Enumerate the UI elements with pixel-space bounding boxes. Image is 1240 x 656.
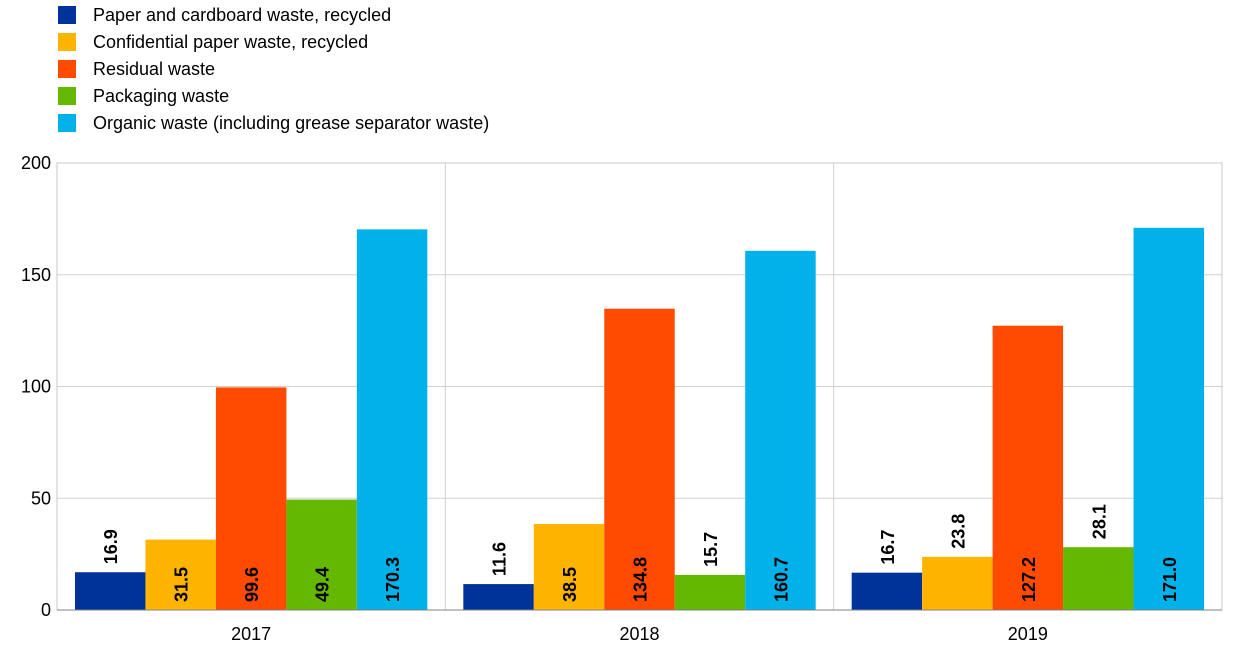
bar xyxy=(745,250,816,610)
legend-swatch xyxy=(58,60,76,78)
legend-label: Organic waste (including grease separato… xyxy=(93,113,489,133)
bar xyxy=(674,574,746,610)
x-tick-label: 2017 xyxy=(231,624,271,644)
y-tick-label: 100 xyxy=(21,377,51,397)
legend-swatch xyxy=(58,33,76,51)
legend-label: Residual waste xyxy=(93,59,215,79)
bar xyxy=(75,572,146,610)
legend-swatch xyxy=(58,114,76,132)
bar xyxy=(145,539,216,610)
legend-swatch xyxy=(58,87,76,105)
data-label: 99.6 xyxy=(242,567,262,602)
data-label: 160.7 xyxy=(771,557,791,602)
bar xyxy=(992,325,1064,610)
bar xyxy=(286,499,357,610)
data-label: 127.2 xyxy=(1019,557,1039,602)
data-label: 38.5 xyxy=(560,567,580,602)
bar xyxy=(356,229,428,610)
data-label: 16.7 xyxy=(878,530,898,565)
bar xyxy=(1133,227,1204,610)
x-tick-label: 2019 xyxy=(1008,624,1048,644)
data-label: 31.5 xyxy=(172,567,192,602)
legend-label: Paper and cardboard waste, recycled xyxy=(93,5,391,25)
data-label: 170.3 xyxy=(383,557,403,602)
data-label: 11.6 xyxy=(490,542,510,576)
bar xyxy=(851,572,923,610)
data-label: 171.0 xyxy=(1160,557,1180,602)
bar xyxy=(922,556,993,610)
y-tick-label: 150 xyxy=(21,265,51,285)
bar xyxy=(463,584,534,610)
legend-label: Confidential paper waste, recycled xyxy=(93,32,368,52)
x-tick-label: 2018 xyxy=(619,624,659,644)
y-tick-label: 50 xyxy=(31,488,51,508)
data-label: 134.8 xyxy=(631,557,651,602)
legend-label: Packaging waste xyxy=(93,86,229,106)
bar xyxy=(215,387,287,610)
data-label: 15.7 xyxy=(701,532,721,567)
bar xyxy=(1063,547,1134,610)
y-tick-label: 200 xyxy=(21,153,51,173)
value-labels: 16.9 31.5 99.6 49.4 170.3 11.6 38.5 134.8 15.7 16… xyxy=(101,504,1180,602)
data-label: 49.4 xyxy=(313,567,333,602)
bar xyxy=(604,308,675,610)
data-label: 23.8 xyxy=(948,514,968,549)
legend-swatch xyxy=(58,6,76,24)
legend: Paper and cardboard waste, recycled Confi… xyxy=(58,5,489,133)
bar xyxy=(533,523,605,610)
bars xyxy=(75,227,1204,610)
y-tick-label: 0 xyxy=(41,600,51,620)
data-label: 16.9 xyxy=(101,529,121,564)
data-label: 28.1 xyxy=(1089,504,1109,539)
axes: 0 50 100 150 200 2017 2018 2019 xyxy=(21,153,1223,644)
